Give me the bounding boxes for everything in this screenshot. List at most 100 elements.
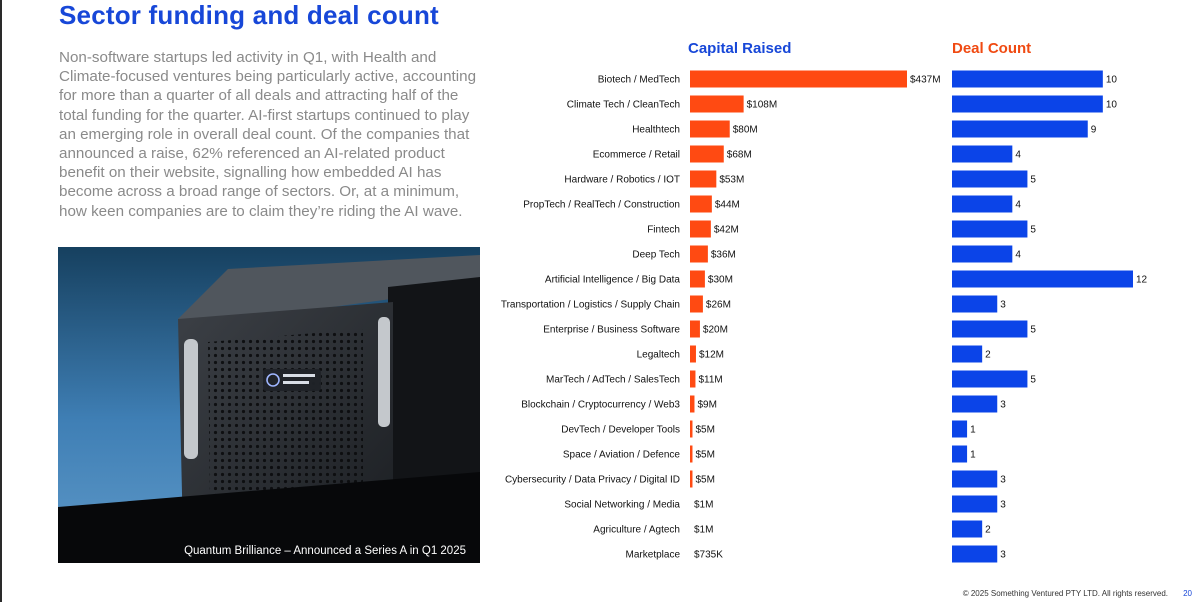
- capital-bar: [690, 345, 696, 363]
- page-number: 20: [1183, 589, 1192, 598]
- photo-caption: Quantum Brilliance – Announced a Series …: [184, 545, 466, 557]
- category-label: MarTech / AdTech / SalesTech: [546, 375, 680, 386]
- category-label: Transportation / Logistics / Supply Chai…: [501, 300, 680, 311]
- capital-raised-title: Capital Raised: [688, 40, 792, 57]
- capital-bar: [690, 170, 717, 188]
- deal-count-bar: [952, 120, 1088, 138]
- capital-value-label: $437M: [910, 75, 941, 86]
- category-label: Social Networking / Media: [564, 500, 680, 511]
- product-photo: Quantum Brilliance – Announced a Series …: [58, 247, 480, 563]
- deal-count-bar: [952, 495, 998, 513]
- capital-bar: [690, 70, 907, 88]
- capital-value-label: $11M: [698, 375, 722, 386]
- capital-bar: [690, 395, 695, 413]
- deal-count-bar: [952, 395, 998, 413]
- category-label: Ecommerce / Retail: [593, 150, 680, 161]
- deal-count-bar: [952, 245, 1013, 263]
- capital-value-label: $1M: [694, 500, 713, 511]
- category-label: Agriculture / Agtech: [593, 525, 680, 536]
- capital-value-label: $20M: [703, 325, 728, 336]
- capital-value-label: $44M: [715, 200, 740, 211]
- deal-count-value-label: 5: [1030, 375, 1036, 386]
- deal-count-bar: [952, 445, 968, 463]
- deal-count-value-label: 12: [1136, 275, 1148, 286]
- category-label: Fintech: [647, 225, 680, 236]
- capital-value-label: $42M: [714, 225, 739, 236]
- deal-count-bar: [952, 345, 983, 363]
- deal-count-value-label: 2: [985, 350, 991, 361]
- capital-value-label: $26M: [706, 300, 731, 311]
- deal-count-value-label: 3: [1000, 550, 1006, 561]
- capital-bar: [690, 270, 705, 288]
- capital-value-label: $1M: [694, 525, 713, 536]
- deal-count-value-label: 5: [1030, 225, 1036, 236]
- category-label: Biotech / MedTech: [598, 75, 680, 86]
- deal-count-value-label: 5: [1030, 325, 1036, 336]
- deal-count-bar: [952, 520, 983, 538]
- capital-value-label: $30M: [708, 275, 733, 286]
- category-label: Deep Tech: [632, 250, 680, 261]
- capital-bar: [690, 245, 708, 263]
- deal-count-value-label: 1: [970, 450, 976, 461]
- deal-count-bar: [952, 195, 1013, 213]
- category-label: Enterprise / Business Software: [543, 325, 680, 336]
- capital-value-label: $12M: [699, 350, 724, 361]
- deal-count-value-label: 4: [1015, 150, 1021, 161]
- deal-count-bar: [952, 295, 998, 313]
- capital-bar: [690, 320, 700, 338]
- deal-count-bar: [952, 270, 1133, 288]
- capital-bar: [690, 470, 693, 488]
- deal-count-bar: [952, 95, 1103, 113]
- deal-count-bar: [952, 220, 1028, 238]
- deal-count-value-label: 2: [985, 525, 991, 536]
- category-label: Healthtech: [632, 125, 680, 136]
- deal-count-value-label: 3: [1000, 400, 1006, 411]
- deal-count-bar: [952, 145, 1013, 163]
- capital-value-label: $36M: [711, 250, 736, 261]
- deal-count-value-label: 3: [1000, 475, 1006, 486]
- deal-count-bar: [952, 470, 998, 488]
- capital-value-label: $80M: [733, 125, 758, 136]
- capital-value-label: $5M: [695, 475, 714, 486]
- deal-count-value-label: 1: [970, 425, 976, 436]
- deal-count-value-label: 10: [1106, 100, 1118, 111]
- body-paragraph: Non-software startups led activity in Q1…: [59, 49, 477, 220]
- deal-count-bar: [952, 170, 1028, 188]
- deal-count-value-label: 3: [1000, 300, 1006, 311]
- capital-bar: [690, 445, 693, 463]
- capital-bar: [690, 370, 696, 388]
- category-label: Legaltech: [637, 350, 680, 361]
- category-label: Cybersecurity / Data Privacy / Digital I…: [505, 475, 680, 486]
- deal-count-bar: [952, 320, 1028, 338]
- capital-value-label: $735K: [694, 550, 723, 561]
- capital-value-label: $9M: [697, 400, 716, 411]
- category-label: Marketplace: [626, 550, 681, 561]
- deal-count-value-label: 4: [1015, 200, 1021, 211]
- capital-bar: [690, 220, 711, 238]
- capital-value-label: $5M: [695, 450, 714, 461]
- deal-count-title: Deal Count: [952, 40, 1032, 57]
- category-label: Hardware / Robotics / IOT: [564, 175, 680, 186]
- capital-bar: [690, 145, 724, 163]
- deal-count-bar: [952, 70, 1103, 88]
- category-label: DevTech / Developer Tools: [561, 425, 680, 436]
- capital-value-label: $53M: [719, 175, 744, 186]
- category-label: Artificial Intelligence / Big Data: [545, 275, 681, 286]
- capital-bar: [690, 95, 744, 113]
- deal-count-value-label: 5: [1030, 175, 1036, 186]
- category-label: Blockchain / Cryptocurrency / Web3: [521, 400, 680, 411]
- deal-count-value-label: 10: [1106, 75, 1118, 86]
- page-title: Sector funding and deal count: [59, 0, 439, 30]
- category-label: PropTech / RealTech / Construction: [523, 200, 680, 211]
- deal-count-bar: [952, 545, 998, 563]
- capital-value-label: $68M: [727, 150, 752, 161]
- deal-count-value-label: 3: [1000, 500, 1006, 511]
- copyright-footer: © 2025 Something Ventured PTY LTD. All r…: [962, 589, 1168, 598]
- capital-bar: [690, 295, 703, 313]
- capital-bar: [690, 120, 730, 138]
- deal-count-value-label: 4: [1015, 250, 1021, 261]
- category-label: Space / Aviation / Defence: [563, 450, 681, 461]
- capital-value-label: $108M: [747, 100, 778, 111]
- capital-bar: [690, 195, 712, 213]
